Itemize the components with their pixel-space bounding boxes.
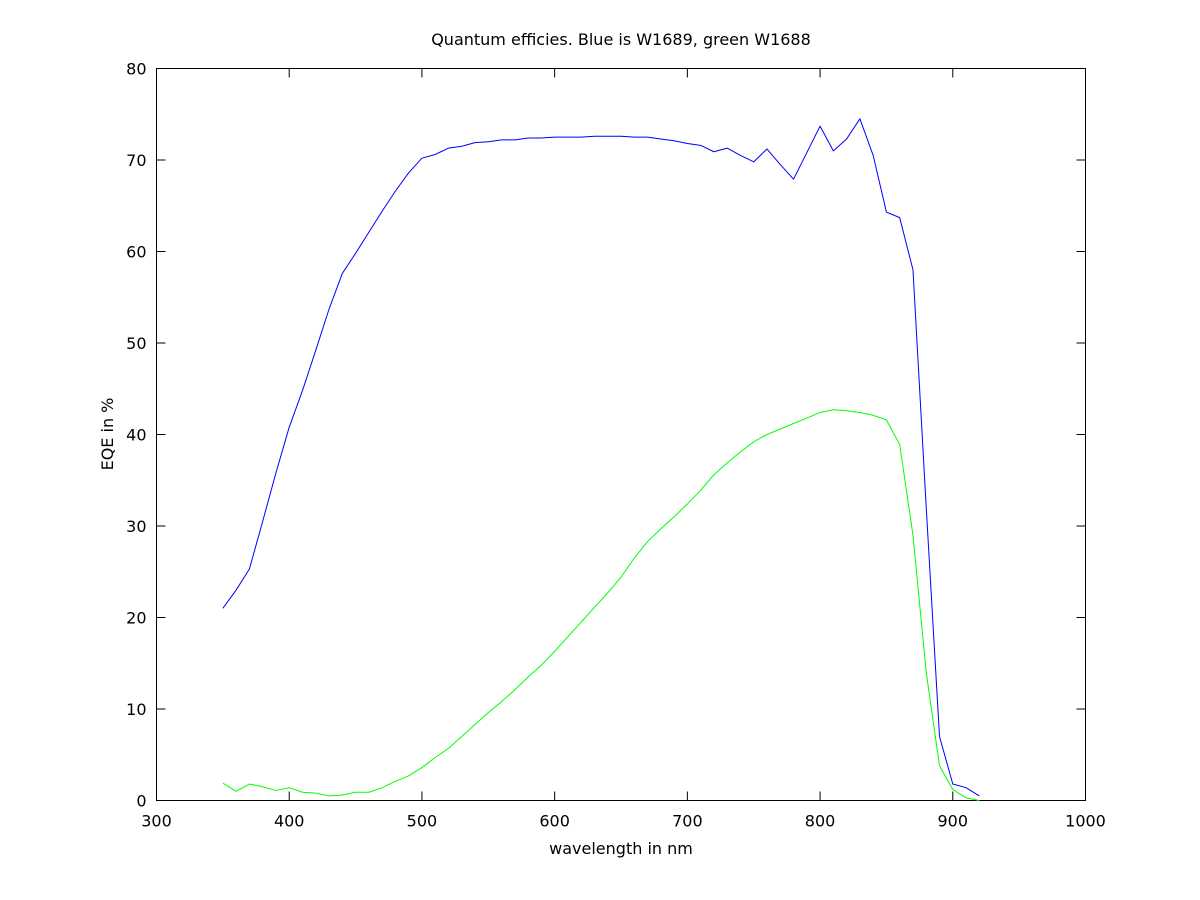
x-tick-label: 1000 (1065, 812, 1106, 831)
y-tick-label: 40 (126, 426, 146, 445)
y-tick-label: 70 (126, 151, 146, 170)
y-axis-label: EQE in % (98, 398, 117, 471)
x-axis-label: wavelength in nm (549, 839, 693, 858)
x-tick-label: 500 (407, 812, 438, 831)
y-tick-label: 10 (126, 700, 146, 719)
plot-frame (156, 68, 1086, 801)
x-tick-label: 600 (539, 812, 570, 831)
y-tick-label: 0 (136, 792, 146, 811)
y-tick-label: 60 (126, 243, 146, 262)
series-layer (222, 118, 980, 801)
series-line-w1689 (222, 118, 980, 797)
x-tick-label: 300 (141, 812, 172, 831)
y-tick-label: 30 (126, 517, 146, 536)
x-tick-label: 800 (805, 812, 836, 831)
chart-title: Quantum efficies. Blue is W1689, green W… (431, 30, 811, 49)
x-tick-label: 900 (938, 812, 969, 831)
y-tick-label: 50 (126, 334, 146, 353)
axis-ticks: 300 400 500 600 700 800 900 1000 0 10 20 30 40 50 60 70… (126, 60, 1106, 831)
y-tick-label: 80 (126, 60, 146, 79)
x-tick-label: 400 (274, 812, 305, 831)
x-tick-label: 700 (672, 812, 703, 831)
series-line-w1688 (222, 409, 980, 801)
y-tick-label: 20 (126, 609, 146, 628)
